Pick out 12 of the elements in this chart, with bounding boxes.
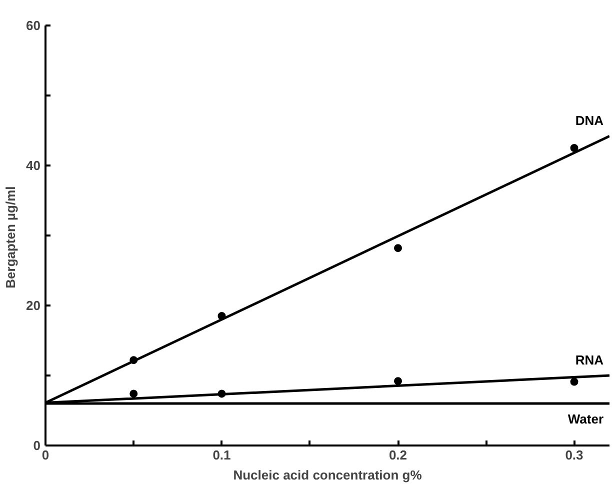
- y-tick-label: 0: [33, 438, 41, 453]
- x-tick-label: 0.2: [388, 448, 408, 462]
- y-tick-label: 60: [26, 18, 41, 33]
- series-label: RNA: [575, 352, 604, 368]
- y-tick-label: 20: [26, 298, 41, 313]
- y-axis-title: Bergapten µg/ml: [3, 186, 18, 288]
- series-label: DNA: [575, 113, 604, 128]
- x-tick-label: 0.1: [212, 448, 231, 462]
- series-label: Water: [568, 412, 604, 426]
- x-tick-label: 0.3: [565, 448, 584, 462]
- x-axis-title: Nucleic acid concentration g%: [233, 468, 422, 482]
- y-tick-label: 40: [26, 158, 41, 173]
